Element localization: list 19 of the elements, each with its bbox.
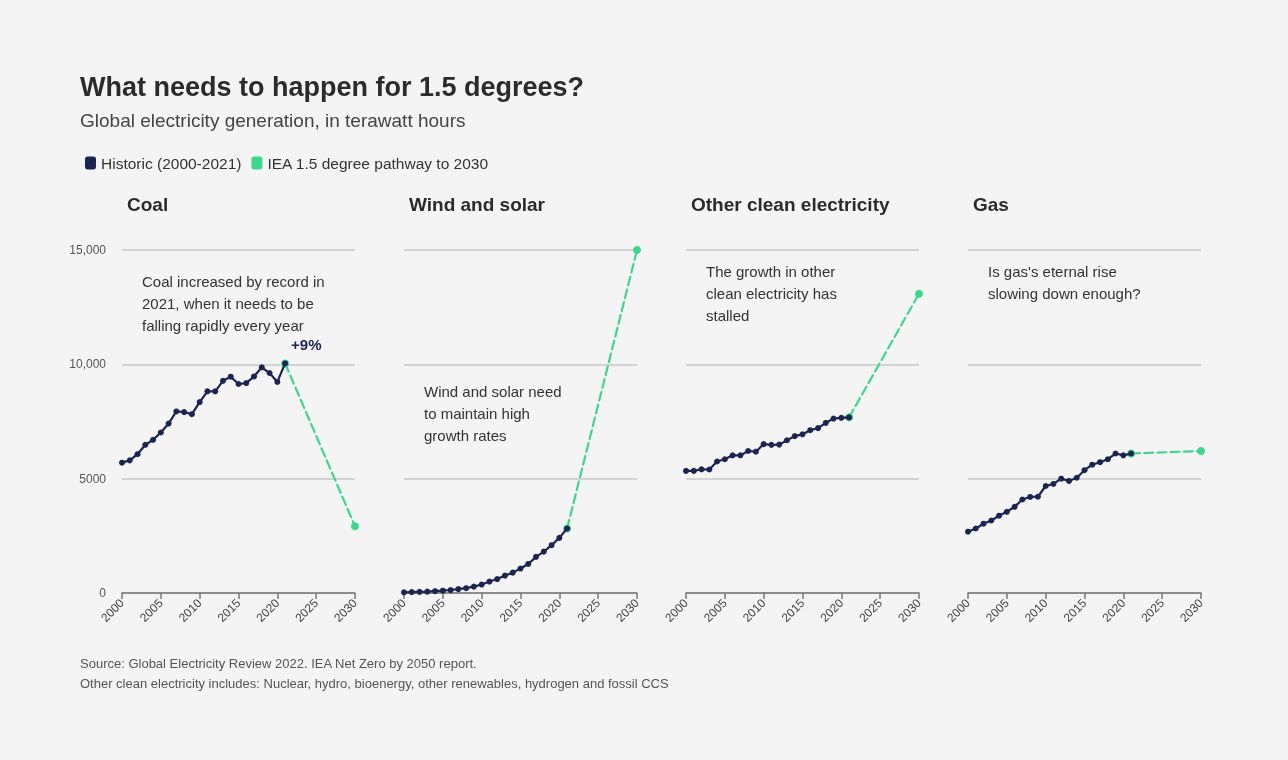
chart-title: Gas (973, 194, 1009, 215)
source-note: Source: Global Electricity Review 2022. IEA Net Zero by 2050 report. (80, 656, 477, 671)
legend-label: Historic (2000-2021) (101, 154, 242, 172)
chart-title: Wind and solar (409, 194, 546, 215)
y-tick-label: 0 (99, 586, 107, 600)
annotation: Wind and solar need to maintain high growth rates (424, 382, 566, 444)
y-tick-label: 5000 (79, 471, 107, 486)
text: What needs to happen for 1.5 degrees? (80, 72, 585, 103)
y-tick-label: 10,000 (69, 357, 107, 372)
text: Global electricity generation, in terawatt hours (80, 110, 466, 132)
legend-label: IEA 1.5 degree pathway to 2030 (267, 154, 489, 172)
y-tick-label: 15,000 (69, 243, 107, 257)
annotation: +9% (291, 336, 322, 354)
text: Other clean electricity includes: Nuclear, hydro, bioenergy, other renewables, hydrogen and fossil CCS (80, 676, 669, 691)
annotation: Coal increased by record in 2021, when it needs to be falling rapidly every year (142, 272, 329, 334)
annotation: The growth in other clean electricity has stalled (706, 262, 842, 324)
chart-title: Coal (127, 194, 169, 215)
chart-title: Other clean electricity (691, 194, 890, 215)
annotation: Is gas's eternal rise slowing down enough? (988, 262, 1141, 302)
